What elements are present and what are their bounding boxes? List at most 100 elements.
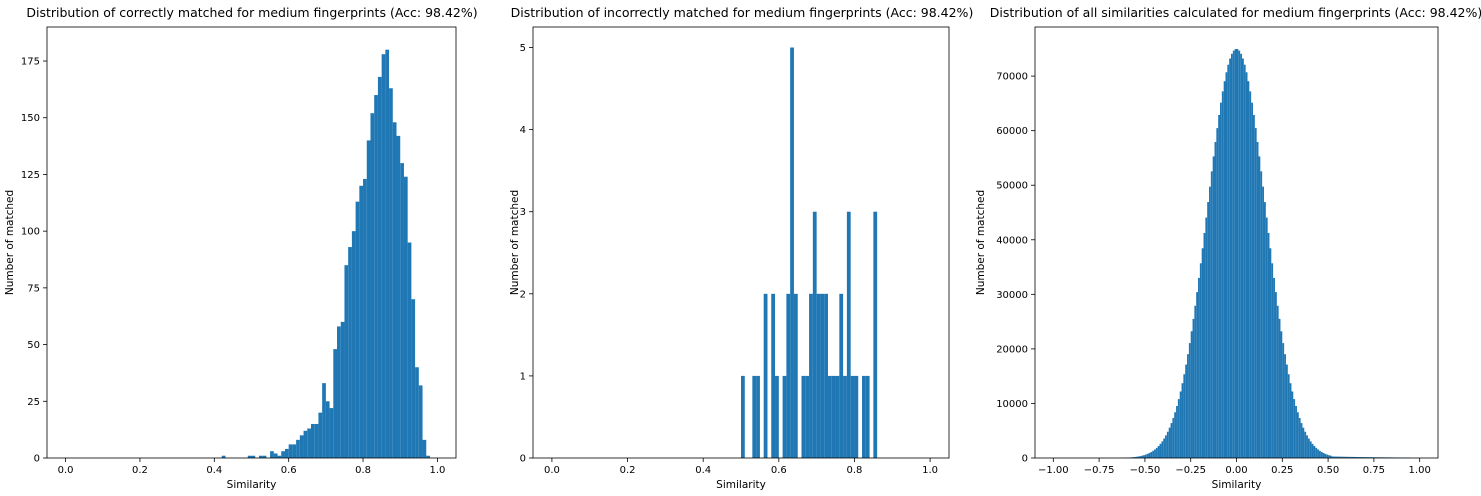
histogram-bar xyxy=(292,444,297,458)
histogram-bar xyxy=(1280,331,1283,458)
histogram-bar xyxy=(251,455,256,458)
y-tick-label: 5 xyxy=(520,43,526,54)
histogram-bar xyxy=(1368,457,1371,458)
histogram-bar xyxy=(288,444,293,458)
histogram-bar xyxy=(756,375,760,458)
histogram-bar xyxy=(1251,102,1253,459)
histogram-bar xyxy=(359,185,364,459)
x-axis-label: Similarity xyxy=(227,479,277,491)
histogram-bar xyxy=(1166,431,1169,458)
histogram-bar xyxy=(1258,156,1261,458)
histogram-bar xyxy=(1216,128,1219,458)
histogram-bar xyxy=(307,428,311,458)
histogram-bar xyxy=(820,293,825,458)
histogram-bar xyxy=(400,163,404,459)
x-tick-label: 0.50 xyxy=(1317,465,1339,476)
x-tick-label: 0.25 xyxy=(1271,465,1293,476)
histogram-bar xyxy=(1141,455,1144,458)
histogram-bar xyxy=(1318,450,1321,458)
x-tick-label: 0.6 xyxy=(281,465,297,476)
histogram-bar xyxy=(273,453,278,458)
histogram-bar xyxy=(1187,354,1189,458)
histogram-bar xyxy=(1247,81,1250,458)
x-tick-label: 0.8 xyxy=(355,465,371,476)
histogram-bar xyxy=(1190,331,1193,458)
histogram-bar xyxy=(1263,202,1266,458)
histogram-bar xyxy=(221,455,226,458)
x-tick-label: 0.2 xyxy=(620,465,636,476)
y-tick-label: 75 xyxy=(27,283,40,294)
x-tick-label: 0.6 xyxy=(771,465,787,476)
histogram-bar xyxy=(351,231,356,458)
histogram-bar xyxy=(1271,263,1274,458)
histogram-bar xyxy=(1273,277,1275,458)
histogram-bar xyxy=(1144,454,1147,458)
histogram-bar xyxy=(392,122,397,459)
histogram-bar xyxy=(1296,412,1299,458)
y-tick-label: 175 xyxy=(21,57,40,68)
histogram-bar xyxy=(1157,445,1160,458)
histogram-bar xyxy=(1148,453,1151,458)
histogram-bar xyxy=(277,455,282,458)
histogram-bar xyxy=(1306,435,1308,458)
y-tick-label: 50000 xyxy=(996,181,1028,192)
histogram-bar xyxy=(1295,406,1297,458)
x-axis-label: Similarity xyxy=(716,479,766,491)
histogram-bar xyxy=(1256,141,1259,458)
histogram-bar xyxy=(1324,453,1327,458)
histogram-bar xyxy=(1298,417,1301,458)
histogram-bar xyxy=(1192,318,1195,458)
histogram-bar xyxy=(1315,447,1318,458)
histogram-bar xyxy=(270,451,274,458)
histogram-bar xyxy=(1291,391,1294,458)
histogram-bar xyxy=(1329,455,1332,458)
histogram-bar xyxy=(262,455,267,458)
histogram-bar xyxy=(422,439,427,458)
histogram-bar xyxy=(1165,435,1167,458)
histogram-bar xyxy=(363,178,367,459)
histogram-bar xyxy=(1214,141,1217,458)
y-axis-label: Number of matched xyxy=(509,190,521,295)
histogram-bar xyxy=(1203,233,1206,458)
histogram-bar xyxy=(258,455,263,458)
histogram-bar xyxy=(1339,456,1341,458)
y-tick-label: 10000 xyxy=(996,399,1028,410)
histogram-bar xyxy=(1238,50,1241,459)
histogram-bar xyxy=(790,47,794,459)
y-tick-label: 150 xyxy=(21,113,40,124)
histogram-bar xyxy=(1177,399,1180,458)
histogram-bar xyxy=(389,88,393,458)
histogram-bar xyxy=(1231,53,1233,458)
histogram-bar xyxy=(1146,453,1149,458)
histogram-bar xyxy=(1322,453,1325,458)
histogram-bar xyxy=(1342,456,1345,458)
chart-title: Distribution of correctly matched for me… xyxy=(26,5,477,20)
histogram-bar xyxy=(1185,364,1188,458)
x-tick-label: −0.25 xyxy=(1175,465,1206,476)
histogram-bar xyxy=(411,299,416,458)
histogram-bar xyxy=(862,375,866,458)
histogram-bar xyxy=(1289,383,1292,458)
histogram-bar xyxy=(1137,456,1140,458)
histogram-bar xyxy=(1287,374,1290,458)
histogram-bar xyxy=(396,135,401,458)
histogram-bar xyxy=(763,293,768,458)
histogram-bar xyxy=(337,326,341,458)
histogram-bar xyxy=(835,375,840,458)
histogram-bar xyxy=(1350,456,1352,458)
histogram-bar xyxy=(1293,399,1296,458)
histogram-bar xyxy=(329,408,334,458)
histogram-bar xyxy=(827,375,832,458)
x-tick-label: −0.50 xyxy=(1130,465,1161,476)
histogram-bar xyxy=(1366,457,1369,458)
histogram-bar xyxy=(1337,456,1340,458)
x-tick-label: 0.4 xyxy=(206,465,222,476)
histogram-bar xyxy=(816,293,821,458)
histogram-bar xyxy=(1227,64,1230,458)
histogram-bar xyxy=(775,375,779,458)
histogram-bar xyxy=(1326,454,1329,458)
histogram-bar xyxy=(1234,49,1237,459)
histogram-bar xyxy=(1370,457,1373,458)
histogram-bar xyxy=(310,423,315,458)
x-tick-label: 1.0 xyxy=(429,465,445,476)
